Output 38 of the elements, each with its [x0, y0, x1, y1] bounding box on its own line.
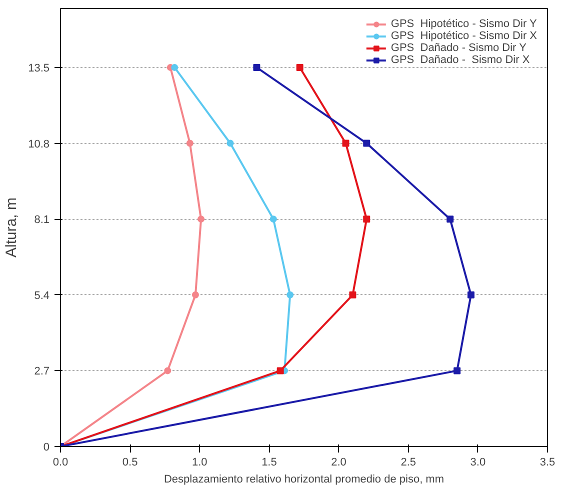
point [186, 140, 194, 147]
x-tick-label: 3.5 [540, 456, 556, 468]
point [198, 216, 205, 223]
y-tick-label: 13.5 [28, 62, 50, 74]
x-tick-label: 3.0 [470, 456, 486, 468]
legend-label: GPS Hipotético - Sismo Dir X [390, 30, 537, 42]
point [363, 216, 370, 223]
y-tick-label: 2.7 [34, 366, 50, 378]
point [349, 291, 356, 298]
y-tick-label: 8.1 [34, 214, 50, 226]
legend-label: GPS Dañado - Sismo Dir Y [390, 42, 526, 54]
x-tick-label: 0.0 [52, 456, 68, 468]
y-tick-label: 0 [43, 442, 50, 454]
point [454, 367, 461, 374]
x-tick-label: 1.0 [192, 456, 208, 468]
point [363, 140, 370, 147]
point [286, 291, 294, 298]
point [253, 64, 260, 71]
point [270, 216, 277, 223]
y-tick-label: 5.4 [34, 290, 50, 302]
point [226, 140, 234, 147]
legend-label: GPS Dañado - Sismo Dir X [390, 54, 530, 66]
point [342, 140, 350, 147]
y-axis-title: Altura, m [3, 197, 20, 258]
x-tick-label: 1.5 [262, 456, 277, 468]
y-tick-label: 10.8 [28, 138, 50, 150]
point [467, 291, 474, 298]
legend-label: GPS Hipotético - Sismo Dir Y [390, 18, 537, 30]
x-tick-label: 2.0 [331, 456, 346, 468]
point [171, 64, 178, 71]
point [164, 367, 172, 374]
point [276, 367, 284, 374]
x-tick-label: 2.5 [400, 456, 416, 468]
point [296, 64, 304, 71]
x-axis-title: Desplazamiento relativo horizontal promedio de piso, mm [164, 474, 444, 486]
point [192, 291, 199, 298]
point [446, 216, 454, 223]
x-tick-label: 0.5 [122, 456, 138, 468]
